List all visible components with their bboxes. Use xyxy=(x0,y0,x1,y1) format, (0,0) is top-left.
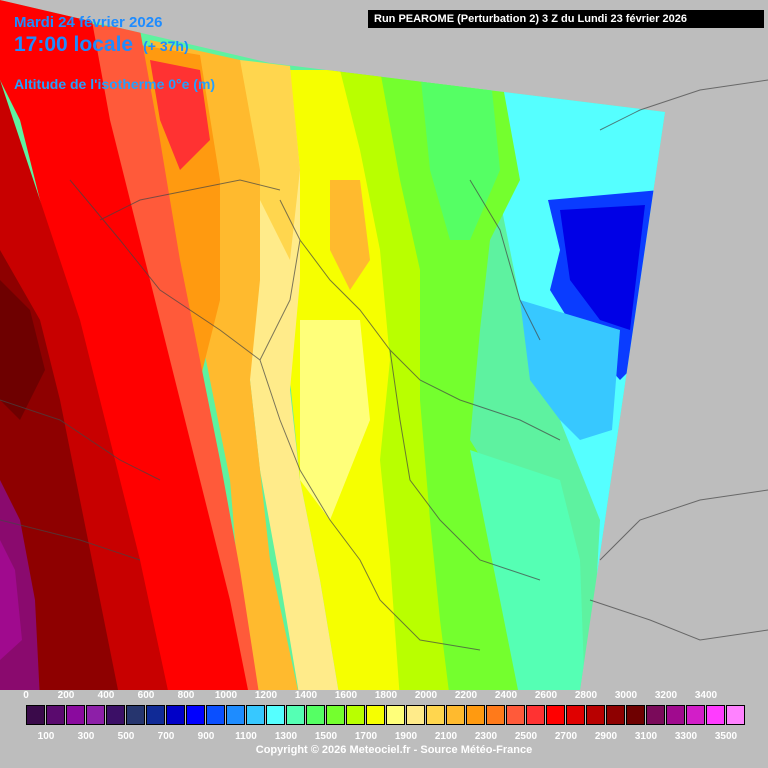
legend-swatch xyxy=(506,705,525,725)
legend-tick: 3100 xyxy=(634,731,658,742)
legend-swatch xyxy=(146,705,165,725)
copyright: Copyright © 2026 Meteociel.fr - Source M… xyxy=(255,744,533,756)
legend-top-ticks: 0 200 400 600 800 1000 1200 1400 1600 1800 2000 220… xyxy=(0,690,768,704)
legend-tick: 1500 xyxy=(314,731,338,742)
legend-swatch xyxy=(466,705,485,725)
legend-swatch xyxy=(366,705,385,725)
legend-swatch xyxy=(166,705,185,725)
legend-tick: 1200 xyxy=(254,690,278,701)
legend-swatch xyxy=(706,705,725,725)
legend-tick: 2700 xyxy=(554,731,578,742)
legend-swatch xyxy=(26,705,45,725)
forecast-date: Mardi 24 février 2026 xyxy=(14,14,163,31)
legend-swatch xyxy=(646,705,665,725)
forecast-time-label: 17:00 locale xyxy=(14,33,134,56)
forecast-lead: (+ 37h) xyxy=(143,38,189,54)
legend-tick: 400 xyxy=(97,690,115,701)
legend-swatch xyxy=(86,705,105,725)
legend-swatch xyxy=(606,705,625,725)
legend-tick: 3200 xyxy=(654,690,678,701)
legend-bottom-ticks: 100 300 500 700 900 1100 1300 1500 1700 1900 2100 2… xyxy=(0,731,768,745)
legend-tick: 300 xyxy=(77,731,95,742)
legend-tick: 2800 xyxy=(574,690,598,701)
parameter-title: Altitude de l'isotherme 0°e (m) xyxy=(14,76,216,92)
legend-tick: 2100 xyxy=(434,731,458,742)
legend-tick: 1700 xyxy=(354,731,378,742)
legend-tick: 2000 xyxy=(414,690,438,701)
legend-swatch xyxy=(306,705,325,725)
legend-tick: 600 xyxy=(137,690,155,701)
legend-swatch xyxy=(386,705,405,725)
legend-swatch xyxy=(586,705,605,725)
legend-swatch xyxy=(626,705,645,725)
legend-swatch xyxy=(326,705,345,725)
legend-swatch xyxy=(226,705,245,725)
legend-tick: 700 xyxy=(157,731,175,742)
run-info: Run PEAROME (Perturbation 2) 3 Z du Lund… xyxy=(368,10,764,28)
legend-tick: 1800 xyxy=(374,690,398,701)
legend-swatch xyxy=(726,705,745,725)
legend-swatch xyxy=(546,705,565,725)
legend-swatch xyxy=(566,705,585,725)
legend-tick: 1600 xyxy=(334,690,358,701)
legend-swatch xyxy=(286,705,305,725)
legend-swatch xyxy=(246,705,265,725)
legend-swatch xyxy=(346,705,365,725)
legend-tick: 2500 xyxy=(514,731,538,742)
legend-swatch xyxy=(126,705,145,725)
legend-tick: 1900 xyxy=(394,731,418,742)
legend-tick: 0 xyxy=(23,690,29,701)
legend-tick: 100 xyxy=(37,731,55,742)
forecast-time: 17:00 locale (+ 37h) xyxy=(14,33,189,57)
legend-swatch xyxy=(406,705,425,725)
legend-swatch xyxy=(486,705,505,725)
legend-tick: 800 xyxy=(177,690,195,701)
legend-swatch xyxy=(526,705,545,725)
legend-tick: 500 xyxy=(117,731,135,742)
legend-tick: 2600 xyxy=(534,690,558,701)
legend-tick: 1000 xyxy=(214,690,238,701)
legend-tick: 2300 xyxy=(474,731,498,742)
legend-swatch xyxy=(446,705,465,725)
legend-tick: 3400 xyxy=(694,690,718,701)
legend-tick: 200 xyxy=(57,690,75,701)
legend-swatch xyxy=(426,705,445,725)
legend-swatch xyxy=(66,705,85,725)
legend-tick: 1100 xyxy=(235,731,257,742)
legend-swatch xyxy=(206,705,225,725)
legend-swatch xyxy=(106,705,125,725)
legend-color-scale xyxy=(26,705,746,725)
legend-swatch xyxy=(186,705,205,725)
legend-tick: 2200 xyxy=(454,690,478,701)
legend-swatch xyxy=(686,705,705,725)
legend-tick: 900 xyxy=(197,731,215,742)
borders xyxy=(0,79,768,651)
legend-tick: 3000 xyxy=(614,690,638,701)
legend-tick: 3500 xyxy=(714,731,738,742)
legend-tick: 1300 xyxy=(274,731,298,742)
legend-tick: 2900 xyxy=(594,731,618,742)
legend-tick: 3300 xyxy=(674,731,698,742)
legend-swatch xyxy=(46,705,65,725)
legend-swatch xyxy=(666,705,685,725)
legend-tick: 2400 xyxy=(494,690,518,701)
legend-tick: 1400 xyxy=(294,690,318,701)
legend-swatch xyxy=(266,705,285,725)
